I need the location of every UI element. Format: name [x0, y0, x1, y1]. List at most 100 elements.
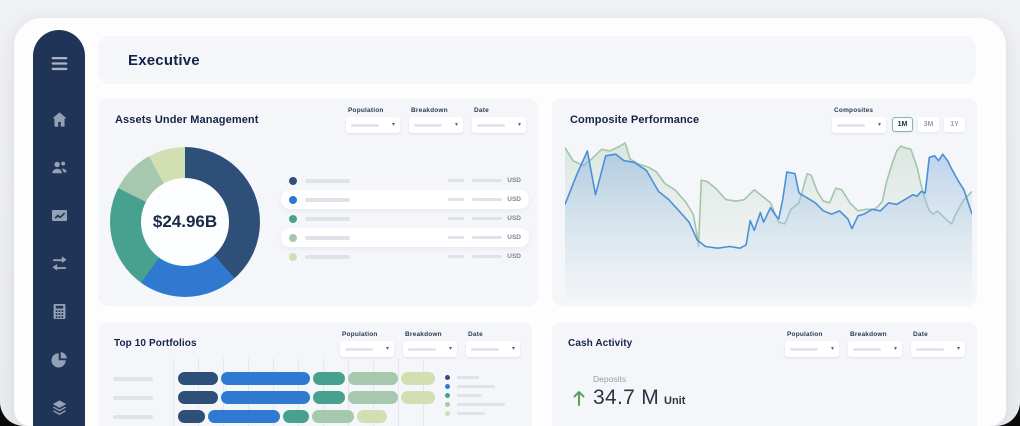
- chevron-down-icon: ▾: [391, 122, 395, 128]
- filter-label-breakdown: Breakdown: [850, 331, 887, 338]
- nav-clients[interactable]: [44, 152, 74, 182]
- legend-amount-placeholder: [472, 179, 503, 182]
- date-select[interactable]: ▾: [911, 341, 965, 357]
- aum-legend: USD USD USD USD USD: [281, 171, 529, 266]
- legend-name-placeholder: [305, 216, 350, 221]
- range-button-1m[interactable]: 1M: [892, 117, 913, 132]
- filter-label-date: Date: [468, 331, 483, 338]
- top10-filters: Population ▾ Breakdown ▾ Date ▾: [340, 331, 520, 357]
- top10-legend: [445, 373, 505, 418]
- legend-amount-placeholder: [472, 255, 503, 258]
- cash-filters: Population ▾ Breakdown ▾ Date ▾: [785, 331, 965, 357]
- filter-label-date: Date: [913, 331, 928, 338]
- composite-filters: Composites ▾: [832, 107, 886, 133]
- population-select[interactable]: ▾: [346, 117, 400, 133]
- legend-value-placeholder: [448, 217, 465, 220]
- currency-label: USD: [507, 196, 521, 203]
- top10-card-title: Top 10 Portfolios: [114, 338, 197, 349]
- date-select[interactable]: ▾: [472, 117, 526, 133]
- top10-legend-item: [445, 391, 505, 400]
- select-placeholder: [853, 347, 881, 351]
- chevron-down-icon: ▾: [830, 346, 834, 352]
- row-label-placeholder: [113, 396, 153, 400]
- aum-legend-row[interactable]: USD: [281, 209, 529, 228]
- aum-legend-row[interactable]: USD: [281, 228, 529, 247]
- row-label-placeholder: [113, 415, 153, 419]
- top10-legend-item: [445, 409, 505, 418]
- aum-card: Assets Under Management Population ▾ Break…: [98, 98, 538, 306]
- nav-home[interactable]: [44, 104, 74, 134]
- select-placeholder: [414, 123, 442, 127]
- legend-dot: [445, 384, 450, 389]
- currency-label: USD: [507, 253, 521, 260]
- legend-name-placeholder: [305, 197, 350, 202]
- transfer-arrows-icon: [51, 255, 67, 271]
- composite-card-title: Composite Performance: [570, 114, 700, 126]
- composite-controls: Composites ▾ 1M 3M 1Y: [832, 107, 965, 133]
- bar-segment: [348, 391, 398, 404]
- bar-segment: [401, 372, 435, 385]
- range-button-1y[interactable]: 1Y: [944, 117, 965, 132]
- legend-dot: [445, 375, 450, 380]
- aum-total-value: $24.96B: [152, 212, 218, 231]
- nav-holdings[interactable]: [44, 392, 74, 422]
- top10-legend-item: [445, 373, 505, 382]
- chevron-down-icon: ▾: [893, 346, 897, 352]
- composite-area-chart[interactable]: [565, 138, 972, 300]
- range-button-3m[interactable]: 3M: [918, 117, 939, 132]
- legend-name-placeholder: [457, 412, 485, 415]
- breakdown-select[interactable]: ▾: [848, 341, 902, 357]
- chart-trend-icon: [51, 209, 67, 221]
- filter-composites: Composites ▾: [832, 107, 886, 133]
- breakdown-select[interactable]: ▾: [409, 117, 463, 133]
- chevron-down-icon: ▾: [448, 346, 452, 352]
- filter-date: Date ▾: [472, 107, 526, 133]
- filter-breakdown: Breakdown ▾: [848, 331, 902, 357]
- aum-legend-row[interactable]: USD: [281, 171, 529, 190]
- select-placeholder: [345, 347, 373, 351]
- bar-segment: [283, 410, 309, 423]
- deposits-metric: Deposits 34.7 M Unit: [572, 374, 685, 410]
- filter-label-date: Date: [474, 107, 489, 114]
- top10-card: Top 10 Portfolios Population ▾ Breakdown ▾ D…: [98, 322, 532, 426]
- bar-segment: [178, 372, 218, 385]
- portfolio-bar-row[interactable]: [98, 372, 532, 385]
- select-placeholder: [477, 123, 505, 127]
- nav-allocations[interactable]: [44, 344, 74, 374]
- legend-dot: [289, 214, 297, 223]
- portfolio-bar-row[interactable]: [98, 410, 532, 423]
- bar-segment: [178, 391, 218, 404]
- legend-amount-placeholder: [472, 217, 503, 220]
- nav-calculations[interactable]: [44, 296, 74, 326]
- app-frame: Executive Assets Under Management Popula…: [14, 18, 1006, 426]
- population-select[interactable]: ▾: [785, 341, 839, 357]
- composites-select[interactable]: ▾: [832, 117, 886, 133]
- filter-label-breakdown: Breakdown: [411, 107, 448, 114]
- bar-segment: [401, 391, 435, 404]
- deposits-value: 34.7 M: [593, 386, 659, 409]
- nav-transactions[interactable]: [44, 248, 74, 278]
- legend-dot: [445, 411, 450, 416]
- calculator-icon: [53, 303, 65, 319]
- top10-bar-chart[interactable]: [98, 372, 532, 426]
- legend-name-placeholder: [305, 235, 350, 240]
- date-select[interactable]: ▾: [466, 341, 520, 357]
- line-composite-b: [565, 150, 972, 249]
- aum-donut-chart[interactable]: $24.96B: [110, 147, 260, 297]
- portfolio-bar-row[interactable]: [98, 391, 532, 404]
- menu-toggle-button[interactable]: [44, 48, 74, 78]
- breakdown-select[interactable]: ▾: [403, 341, 457, 357]
- nav-performance[interactable]: [44, 200, 74, 230]
- hamburger-icon: [51, 56, 67, 70]
- select-placeholder: [351, 123, 379, 127]
- currency-label: USD: [507, 215, 521, 222]
- aum-legend-row[interactable]: USD: [281, 247, 529, 266]
- legend-value-placeholder: [448, 198, 465, 201]
- population-select[interactable]: ▾: [340, 341, 394, 357]
- chevron-down-icon: ▾: [454, 122, 458, 128]
- filter-population: Population ▾: [340, 331, 394, 357]
- aum-legend-row[interactable]: USD: [281, 190, 529, 209]
- cash-card-title: Cash Activity: [568, 338, 633, 349]
- filter-date: Date ▾: [911, 331, 965, 357]
